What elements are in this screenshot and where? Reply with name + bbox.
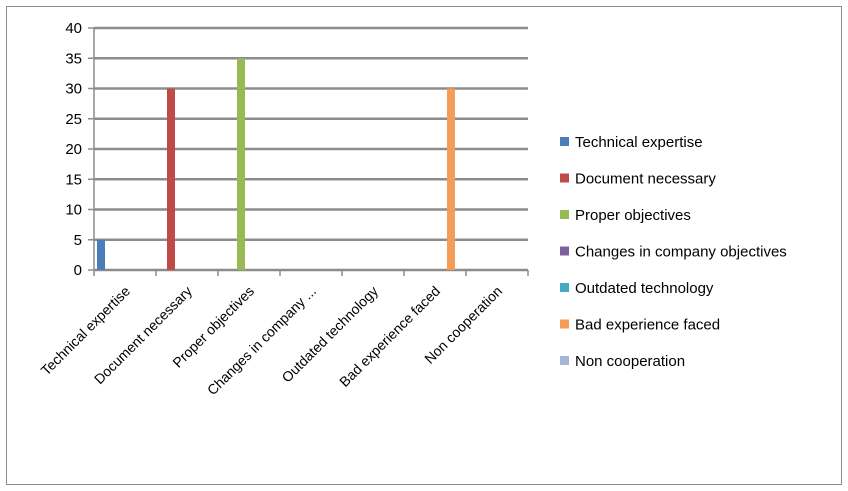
chart-frame: [6, 6, 842, 485]
bar: [97, 239, 105, 270]
y-tick-label: 0: [74, 262, 82, 279]
legend-swatch: [560, 173, 569, 183]
legend: Technical expertise Document necessary Pro…: [560, 134, 787, 370]
y-tick-label: 40: [65, 20, 82, 37]
legend-label: Technical expertise: [575, 134, 703, 151]
bar: [167, 88, 175, 270]
y-tick-label: 25: [65, 111, 82, 128]
legend-swatch: [560, 137, 569, 146]
y-tick-label: 5: [74, 232, 82, 249]
legend-swatch: [560, 283, 569, 292]
y-tick-label: 10: [65, 202, 82, 219]
y-tick-label: 15: [65, 171, 82, 188]
legend-label: Changes in company objectives: [575, 244, 787, 261]
x-category-label: Changes in company ...: [204, 283, 319, 398]
y-axis-ticks: 0 5 10 15 20 25 30 35 40: [65, 20, 94, 279]
y-tick-label: 30: [65, 81, 82, 98]
legend-swatch: [560, 356, 569, 365]
legend-label: Document necessary: [575, 171, 716, 188]
legend-swatch: [560, 210, 569, 219]
legend-swatch: [560, 246, 569, 256]
legend-label: Non cooperation: [575, 353, 685, 370]
legend-swatch: [560, 319, 569, 329]
legend-label: Proper objectives: [575, 207, 691, 224]
bar: [237, 58, 245, 270]
legend-label: Bad experience faced: [575, 317, 720, 334]
y-tick-label: 20: [65, 141, 82, 158]
y-tick-label: 35: [65, 50, 82, 67]
x-category-label: Bad experience faced: [336, 283, 443, 390]
bar: [447, 88, 455, 270]
gridlines: [93, 26, 528, 272]
bars: [97, 58, 455, 270]
legend-label: Outdated technology: [575, 280, 714, 297]
